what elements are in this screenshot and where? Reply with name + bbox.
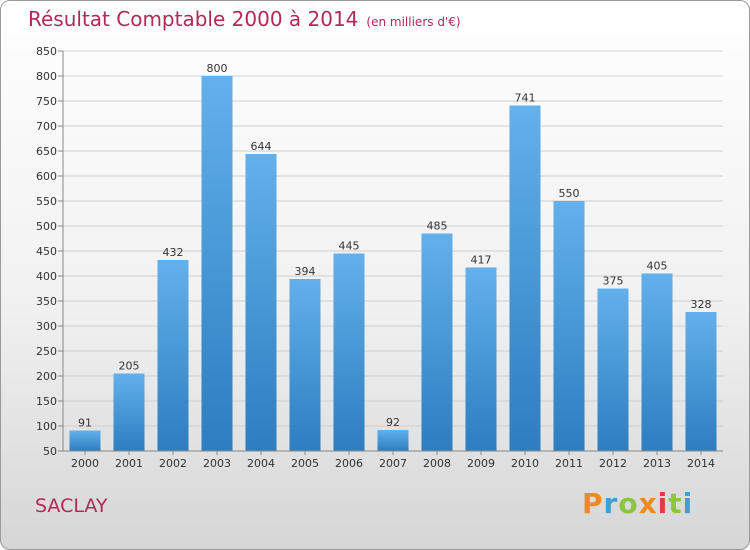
bar-2007[interactable] xyxy=(377,430,409,451)
data-label-2011: 550 xyxy=(559,187,580,200)
y-tick-label: 350 xyxy=(36,295,57,308)
data-label-2006: 445 xyxy=(339,240,360,253)
y-tick-label: 500 xyxy=(36,220,57,233)
x-tick-label-2006: 2006 xyxy=(335,457,363,470)
y-tick-label: 150 xyxy=(36,395,57,408)
data-label-2010: 741 xyxy=(515,92,536,105)
proxiti-logo[interactable]: Proxiti xyxy=(582,487,693,520)
y-tick-label: 700 xyxy=(36,120,57,133)
logo-letter: i xyxy=(657,487,669,520)
logo-letter: i xyxy=(682,487,694,520)
bar-2004[interactable] xyxy=(245,154,277,451)
data-label-2003: 800 xyxy=(207,62,228,75)
data-label-2001: 205 xyxy=(119,360,140,373)
y-tick-label: 250 xyxy=(36,345,57,358)
logo-letter: P xyxy=(582,487,604,520)
logo-letter: o xyxy=(618,487,639,520)
x-tick-label-2003: 2003 xyxy=(203,457,231,470)
data-label-2004: 644 xyxy=(251,140,272,153)
y-tick-label: 100 xyxy=(36,420,57,433)
x-tick-label-2005: 2005 xyxy=(291,457,319,470)
x-tick-label-2009: 2009 xyxy=(467,457,495,470)
y-tick-label: 650 xyxy=(36,145,57,158)
bar-2003[interactable] xyxy=(201,76,233,451)
city-name: SACLAY xyxy=(35,495,108,517)
data-label-2008: 485 xyxy=(427,220,448,233)
logo-letter: t xyxy=(668,487,683,520)
x-tick-label-2011: 2011 xyxy=(555,457,583,470)
y-tick-label: 550 xyxy=(36,195,57,208)
x-tick-label-2007: 2007 xyxy=(379,457,407,470)
bar-2014[interactable] xyxy=(685,312,717,451)
bar-2001[interactable] xyxy=(113,373,145,452)
y-tick-label: 450 xyxy=(36,245,57,258)
y-tick-label: 50 xyxy=(43,445,57,458)
bar-2008[interactable] xyxy=(421,233,453,452)
x-tick-label-2010: 2010 xyxy=(511,457,539,470)
bar-2011[interactable] xyxy=(553,201,585,451)
bar-2012[interactable] xyxy=(597,288,629,452)
x-tick-label-2002: 2002 xyxy=(159,457,187,470)
x-tick-label-2012: 2012 xyxy=(599,457,627,470)
axis-layer: 50 100 150 200 250 300 350 400 450 500 550 600 650 70… xyxy=(36,45,723,470)
x-tick-label-2001: 2001 xyxy=(115,457,143,470)
bar-2010[interactable] xyxy=(509,105,541,452)
x-tick-label-2013: 2013 xyxy=(643,457,671,470)
data-label-2007: 92 xyxy=(386,416,400,429)
bar-2002[interactable] xyxy=(157,260,189,451)
chart-title-text: Résultat Comptable 2000 à 2014 xyxy=(28,7,359,31)
y-tick-label: 600 xyxy=(36,170,57,183)
logo-letter: x xyxy=(638,487,658,520)
data-label-2012: 375 xyxy=(603,275,624,288)
x-tick-label-2008: 2008 xyxy=(423,457,451,470)
x-tick-label-2000: 2000 xyxy=(71,457,99,470)
bar-2006[interactable] xyxy=(333,253,365,452)
bar-2000[interactable] xyxy=(69,430,101,452)
y-tick-label: 200 xyxy=(36,370,57,383)
bar-layer: 91 205 432 800 644 394 445 92 485 417 741 550 375 405… xyxy=(69,62,717,452)
chart-unit: (en milliers d'€) xyxy=(366,15,461,29)
data-label-2002: 432 xyxy=(163,246,184,259)
y-tick-label: 300 xyxy=(36,320,57,333)
x-tick-label-2004: 2004 xyxy=(247,457,275,470)
data-label-2000: 91 xyxy=(78,417,92,430)
bar-2009[interactable] xyxy=(465,267,497,452)
bar-2005[interactable] xyxy=(289,279,321,451)
data-label-2005: 394 xyxy=(295,265,316,278)
data-label-2013: 405 xyxy=(647,260,668,273)
y-tick-label: 800 xyxy=(36,70,57,83)
y-tick-label: 400 xyxy=(36,270,57,283)
data-label-2014: 328 xyxy=(691,298,712,311)
bar-2013[interactable] xyxy=(641,273,673,452)
y-tick-label: 850 xyxy=(36,45,57,58)
chart-title: Résultat Comptable 2000 à 2014 (en millie… xyxy=(28,7,461,31)
x-tick-label-2014: 2014 xyxy=(687,457,715,470)
data-label-2009: 417 xyxy=(471,254,492,267)
y-tick-label: 750 xyxy=(36,95,57,108)
logo-letter: r xyxy=(603,487,619,520)
